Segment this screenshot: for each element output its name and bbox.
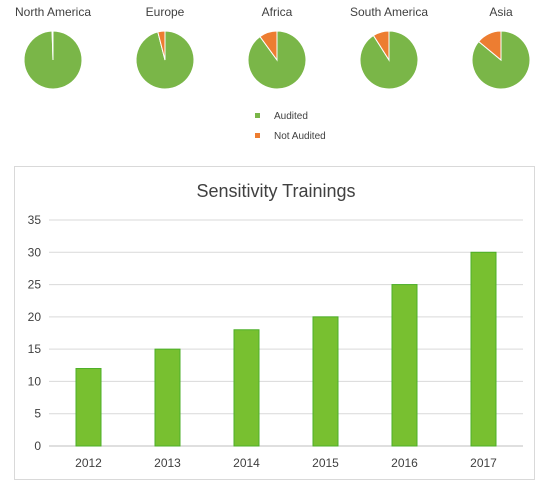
pie-slice-not-audited (259, 30, 278, 62)
bar-2014 (233, 329, 260, 447)
pie-title: Africa (262, 5, 293, 19)
x-tick-label: 2012 (75, 456, 102, 470)
x-tick-label: 2017 (470, 456, 497, 470)
x-tick-label: 2016 (391, 456, 418, 470)
bar-2016 (391, 284, 418, 447)
y-tick-label: 5 (34, 407, 41, 421)
x-tick-label: 2013 (154, 456, 181, 470)
x-tick-label: 2014 (233, 456, 260, 470)
gridlines (49, 219, 523, 447)
y-tick-label: 35 (28, 213, 42, 227)
chart-title: Sensitivity Trainings (196, 181, 355, 201)
pie-slice-not-audited (372, 30, 390, 62)
y-tick-label: 0 (34, 439, 41, 453)
pie-slice-audited (247, 30, 307, 90)
pie-5: Asia (471, 5, 531, 90)
legend-swatch-audited (255, 113, 260, 118)
pie-title: North America (15, 5, 91, 19)
pie-3: Africa (247, 5, 307, 90)
pie-4: South America (350, 5, 428, 90)
bar-2015 (312, 316, 339, 447)
pie-title: Asia (489, 5, 513, 19)
legend-label: Audited (274, 111, 308, 122)
y-tick-label: 15 (28, 342, 42, 356)
pie-title: Europe (146, 5, 185, 19)
y-tick-label: 25 (28, 278, 42, 292)
legend-label: Not Audited (274, 131, 326, 142)
bar-2012 (75, 368, 102, 447)
bar-chart: Sensitivity Trainings 0 5 10 15 20 25 30 35 2012 2… (28, 181, 523, 470)
bar-2013 (154, 348, 181, 447)
pie-slice-not-audited (51, 30, 54, 61)
y-tick-label: 20 (28, 310, 42, 324)
y-tick-label: 30 (28, 245, 42, 259)
pie-title: South America (350, 5, 428, 19)
y-tick-label: 10 (28, 374, 42, 388)
pie-charts-region: North America Europe Africa South America As… (15, 5, 531, 142)
sensitivity-trainings-panel: Sensitivity Trainings 0 5 10 15 20 25 30 35 2012 2… (14, 166, 535, 480)
pie-1: North America (15, 5, 91, 90)
pie-legend: Audited Not Audited (255, 111, 326, 142)
pie-slice-not-audited (477, 30, 502, 62)
legend-swatch-not-audited (255, 133, 260, 138)
x-tick-label: 2015 (312, 456, 339, 470)
pie-slice-not-audited (157, 30, 166, 61)
bar-2017 (470, 251, 497, 447)
pie-2: Europe (135, 5, 195, 90)
